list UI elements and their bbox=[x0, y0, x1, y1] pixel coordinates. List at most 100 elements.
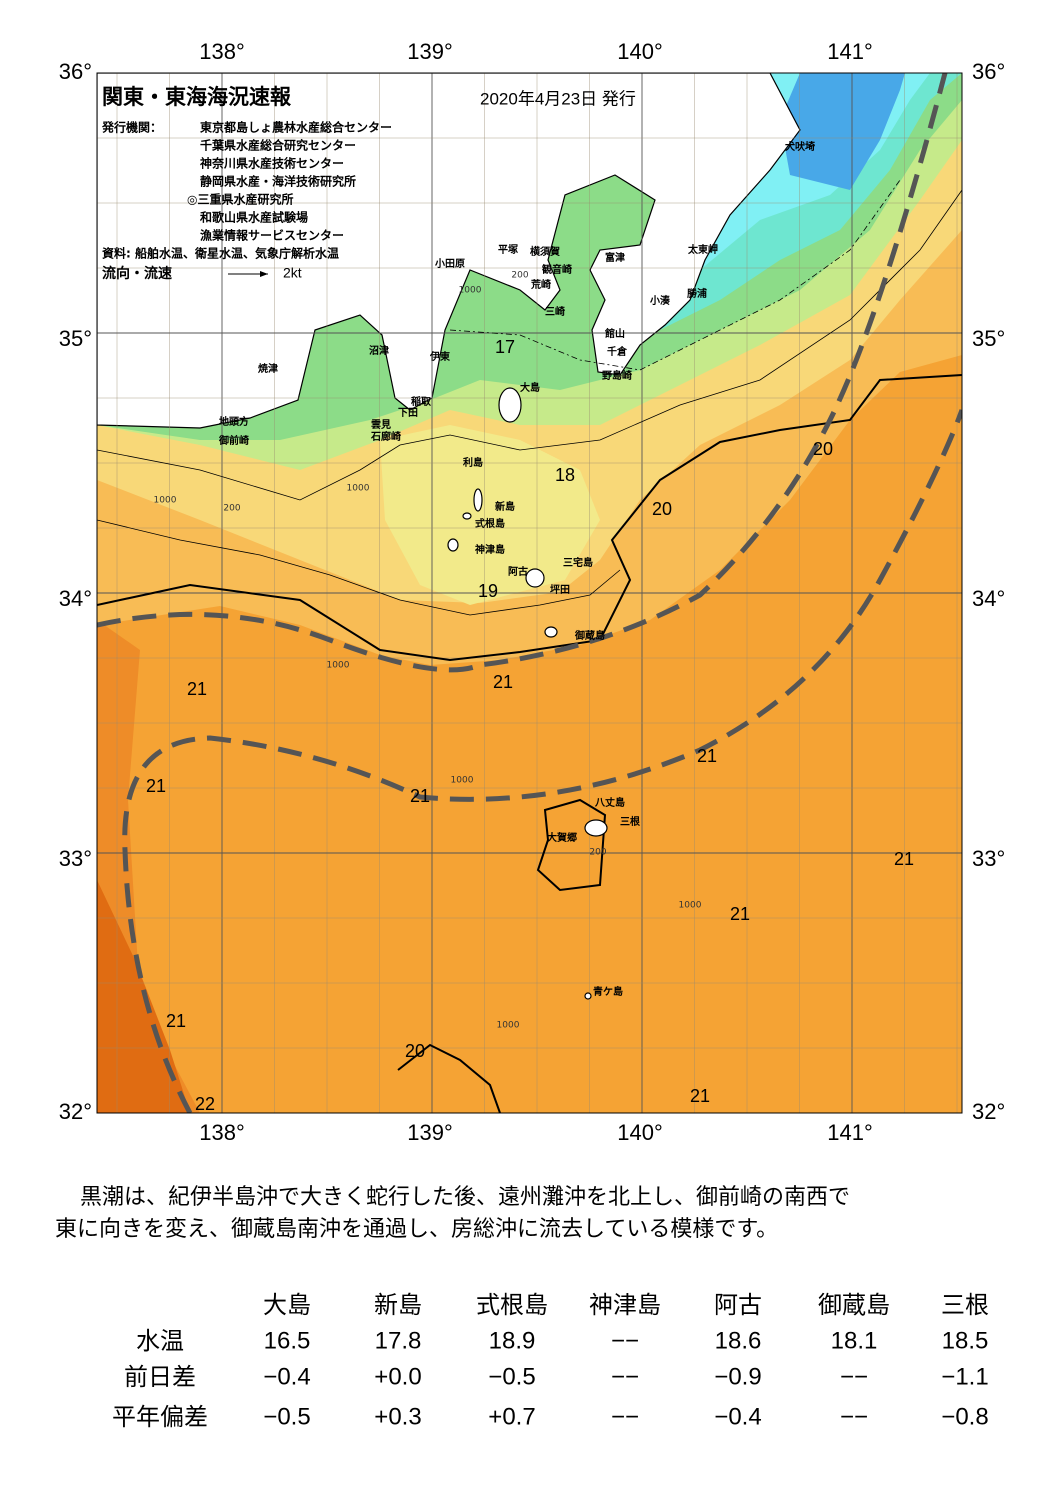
place-name: 三根 bbox=[620, 815, 640, 828]
contours bbox=[97, 179, 962, 616]
place-name: 平塚 bbox=[498, 243, 518, 256]
place-name: 伊東 bbox=[429, 350, 450, 363]
source: 資料: 船舶水温、衛星水温、気象庁解析水温 bbox=[102, 246, 339, 261]
place-name: 勝浦 bbox=[687, 287, 707, 300]
contour-line bbox=[97, 189, 962, 501]
legend-arrowhead bbox=[260, 271, 268, 277]
table-cell: −− bbox=[611, 1327, 639, 1354]
table-cell: +0.7 bbox=[488, 1403, 535, 1430]
place-name: 石廊崎 bbox=[370, 430, 401, 443]
place-name: 八丈島 bbox=[594, 796, 625, 809]
isotherm-label: 20 bbox=[652, 499, 672, 519]
depth-label: 1000 bbox=[154, 496, 177, 506]
description-line: 東に向きを変え、御蔵島南沖を通過し、房総沖に流去している模様です。 bbox=[55, 1217, 778, 1242]
lon-label: 141° bbox=[827, 1120, 873, 1145]
island bbox=[544, 626, 558, 638]
depth-label: 200 bbox=[511, 271, 528, 281]
isotherm-label: 21 bbox=[146, 776, 166, 796]
island bbox=[525, 568, 545, 588]
place-name: 千倉 bbox=[607, 345, 628, 358]
place-name: 太東岬 bbox=[687, 243, 718, 256]
lat-label: 36° bbox=[59, 59, 92, 84]
column-header: 大島 bbox=[263, 1291, 311, 1319]
isotherm-label: 21 bbox=[493, 672, 513, 692]
isotherm-label: 21 bbox=[410, 786, 430, 806]
isotherm-label: 21 bbox=[166, 1011, 186, 1031]
table-cell: −0.5 bbox=[263, 1403, 310, 1430]
isotherm-label: 20 bbox=[405, 1041, 425, 1061]
contour-line bbox=[449, 179, 901, 371]
lat-label: 34° bbox=[972, 586, 1005, 611]
island bbox=[462, 512, 472, 520]
lat-label: 33° bbox=[59, 846, 92, 871]
issue-date: 2020年4月23日 発行 bbox=[480, 89, 636, 108]
place-name: 大島 bbox=[520, 381, 540, 394]
table-cell: −0.5 bbox=[488, 1363, 535, 1390]
sea-zone bbox=[380, 425, 600, 605]
island bbox=[498, 387, 522, 423]
island bbox=[447, 538, 459, 552]
island bbox=[473, 488, 483, 512]
lon-label: 138° bbox=[199, 1120, 245, 1145]
issuer: 神奈川県水産技術センター bbox=[200, 156, 344, 171]
isotherm-label: 19 bbox=[478, 581, 498, 601]
place-name: 沼津 bbox=[369, 344, 389, 357]
place-name: 館山 bbox=[604, 327, 625, 340]
depth-label: 1000 bbox=[327, 661, 350, 671]
place-name: 横須賀 bbox=[530, 245, 560, 258]
islands bbox=[447, 387, 608, 1000]
table-cell: −− bbox=[611, 1363, 639, 1390]
place-name: 観音崎 bbox=[542, 263, 572, 276]
map-frame bbox=[96, 72, 963, 1114]
place-name: 小湊 bbox=[649, 294, 671, 307]
isotherm-label: 21 bbox=[894, 849, 914, 869]
issuer: 漁業情報サービスセンター bbox=[200, 228, 344, 243]
kuroshio-axis bbox=[122, 409, 962, 1113]
place-name: 地頭方 bbox=[219, 415, 249, 428]
table-cell: −0.9 bbox=[714, 1363, 761, 1390]
table-cell: 16.5 bbox=[264, 1327, 311, 1354]
table-cell: −1.1 bbox=[941, 1363, 988, 1390]
place-name: 神津島 bbox=[475, 543, 505, 556]
lat-label: 35° bbox=[972, 326, 1005, 351]
table-cell: 18.5 bbox=[942, 1327, 989, 1354]
table-cell: −0.4 bbox=[263, 1363, 310, 1390]
legend-label: 流向・流速 bbox=[102, 265, 172, 282]
table-cell: −− bbox=[840, 1363, 868, 1390]
land bbox=[97, 73, 801, 429]
place-name: 三崎 bbox=[545, 305, 565, 318]
isotherm-label: 21 bbox=[730, 904, 750, 924]
table-cell: −− bbox=[611, 1403, 639, 1430]
place-name: 焼津 bbox=[258, 362, 278, 375]
issuer: 千葉県水産総合研究センター bbox=[200, 138, 356, 153]
place-name: 青ケ島 bbox=[593, 985, 623, 998]
isotherm-label: 20 bbox=[813, 439, 833, 459]
place-name: 雲見 bbox=[371, 419, 391, 431]
place-name: 阿古 bbox=[508, 565, 528, 578]
island bbox=[584, 819, 608, 837]
column-header: 式根島 bbox=[476, 1291, 548, 1319]
place-name: 下田 bbox=[398, 407, 418, 419]
depth-label: 200 bbox=[223, 504, 240, 514]
depth-label: 1000 bbox=[451, 776, 474, 786]
table-cell: +0.0 bbox=[374, 1363, 421, 1390]
depth-label: 1000 bbox=[347, 484, 370, 494]
row-label: 前日差 bbox=[124, 1363, 196, 1391]
place-name: 犬吠埼 bbox=[785, 140, 815, 153]
legend-unit: 2kt bbox=[283, 265, 302, 281]
lon-label: 139° bbox=[407, 1120, 453, 1145]
table-cell: 18.9 bbox=[489, 1327, 536, 1354]
place-name: 野島崎 bbox=[602, 369, 632, 382]
depth-label: 200 bbox=[589, 848, 606, 858]
table-cell: 17.8 bbox=[375, 1327, 422, 1354]
kuroshio-axis bbox=[97, 73, 948, 673]
place-name: 御前崎 bbox=[218, 434, 249, 447]
place-name: 稲取 bbox=[411, 395, 432, 408]
lon-label: 139° bbox=[407, 39, 453, 64]
row-label: 水温 bbox=[136, 1327, 184, 1355]
lon-label: 140° bbox=[617, 39, 663, 64]
place-name: 三宅島 bbox=[563, 556, 593, 569]
place-name: 御蔵島 bbox=[574, 629, 605, 642]
